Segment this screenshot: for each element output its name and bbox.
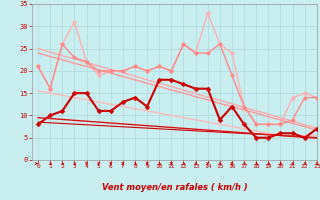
X-axis label: Vent moyen/en rafales ( km/h ): Vent moyen/en rafales ( km/h ) <box>101 183 247 192</box>
